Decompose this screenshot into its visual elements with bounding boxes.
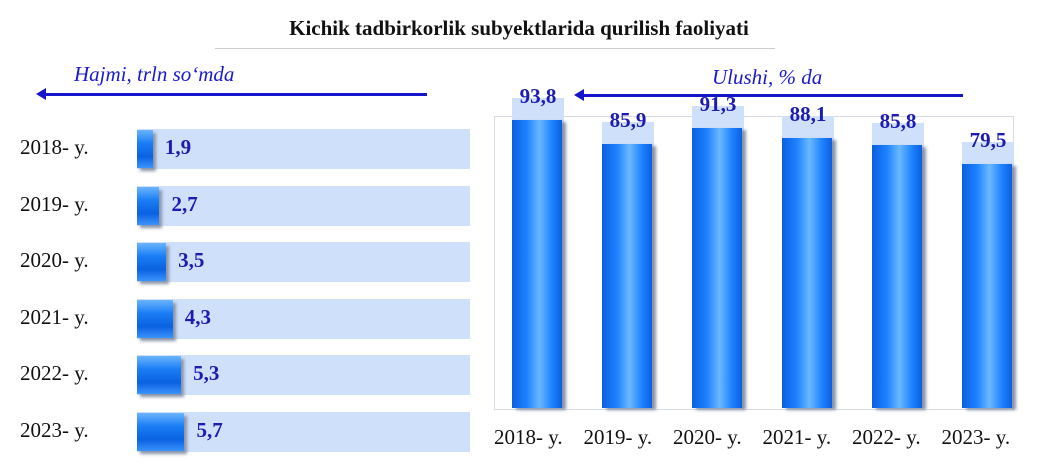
data-label: 91,3 (699, 91, 737, 116)
bar (692, 127, 742, 408)
y-tick-label: 2020- y. (20, 248, 89, 273)
x-tick-label: 2023- y. (941, 425, 1011, 449)
bar-track (137, 185, 470, 226)
bar (137, 356, 182, 395)
x-tick-label: 2021- y. (762, 425, 832, 449)
data-label: 79,5 (969, 127, 1007, 152)
left-arrow-line (44, 93, 427, 96)
bar (137, 413, 185, 451)
bar (602, 144, 652, 408)
title-rule (215, 48, 775, 49)
bar-track (137, 242, 470, 283)
x-tick-label: 2020- y. (673, 425, 742, 449)
right-arrow-head (574, 89, 584, 101)
bar-track (137, 129, 470, 169)
data-label: 5,7 (196, 418, 223, 442)
y-tick-label: 2021- y. (20, 304, 89, 329)
y-tick-label: 2023- y. (20, 418, 89, 442)
bar-track (137, 298, 470, 339)
bar (512, 120, 562, 408)
bar-track (137, 355, 470, 396)
right-panel-label: Ulushi, % da (712, 65, 823, 89)
left-arrow-head (36, 88, 46, 100)
bar (137, 243, 167, 282)
x-tick-label: 2018- y. (494, 425, 563, 449)
data-label: 1,9 (164, 135, 192, 159)
bar-track (137, 412, 470, 452)
bar (137, 186, 160, 225)
chart-title: Kichik tadbirkorlik subyektlarida qurili… (289, 16, 749, 40)
data-label: 3,5 (178, 248, 205, 273)
data-label: 85,9 (609, 108, 647, 133)
data-label: 88,1 (789, 101, 827, 126)
bar (872, 144, 922, 408)
data-label: 93,8 (519, 84, 557, 109)
y-tick-label: 2022- y. (20, 361, 89, 386)
data-label: 5,3 (193, 361, 220, 386)
bar (962, 163, 1012, 408)
x-tick-label: 2022- y. (852, 425, 921, 449)
right-arrow-line (583, 94, 963, 97)
y-tick-label: 2018- y. (20, 135, 89, 159)
bar (137, 299, 173, 338)
data-label: 2,7 (171, 191, 198, 216)
y-tick-label: 2019- y. (20, 191, 89, 216)
left-panel-label: Hajmi, trln so‘mda (74, 62, 235, 86)
x-tick-label: 2019- y. (583, 425, 653, 449)
data-label: 85,8 (879, 108, 917, 133)
data-label: 4,3 (184, 304, 212, 329)
bar (782, 137, 832, 408)
bar (137, 130, 153, 168)
right-plot-frame (494, 116, 1014, 410)
